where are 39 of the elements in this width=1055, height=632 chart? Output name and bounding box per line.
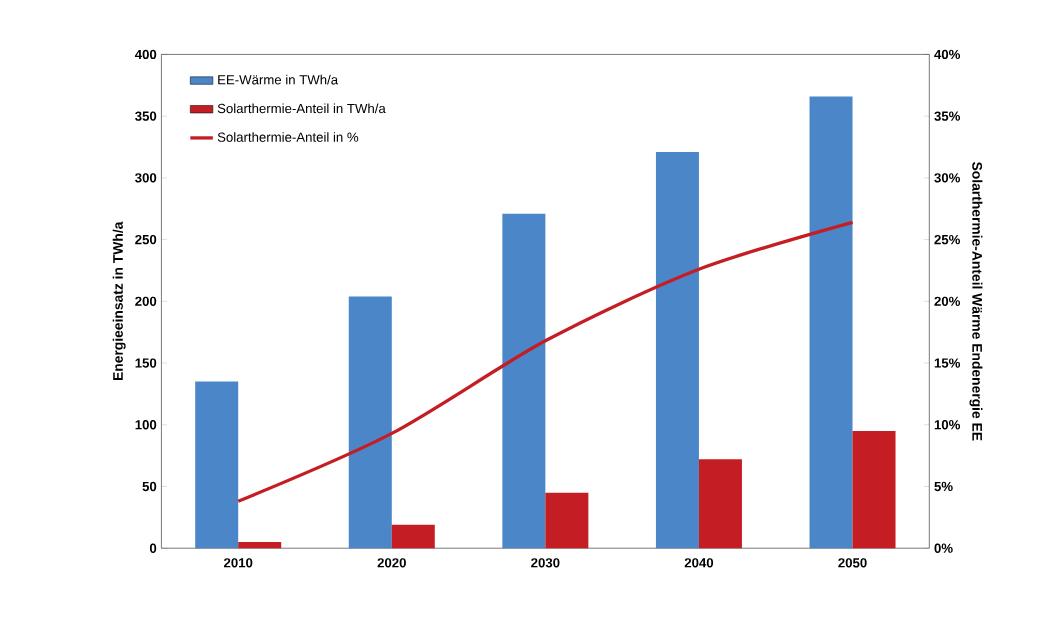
legend-label: Solarthermie-Anteil in TWh/a [217, 103, 386, 113]
y-tick-label: 100 [135, 419, 157, 430]
y-tick-label: 300 [135, 173, 157, 183]
y-tick-label: 50 [142, 481, 157, 491]
line-series [236, 220, 855, 503]
bar [348, 296, 392, 549]
y-tick-label: 250 [135, 234, 157, 245]
x-tick-label: 2050 [838, 558, 867, 568]
legend-label: Solarthermie-Anteil in % [217, 132, 359, 142]
x-tick-label: 2010 [223, 558, 253, 568]
y2-tick-label: 30% [934, 173, 961, 183]
bar [502, 213, 546, 549]
bar [391, 524, 435, 549]
x-tick-label: 2020 [377, 558, 406, 568]
bar [809, 96, 853, 549]
bar [238, 541, 282, 549]
bar [698, 459, 742, 549]
bar [655, 151, 699, 549]
y-tick-label: 400 [134, 49, 157, 59]
y-tick-label: 150 [135, 358, 157, 368]
y-tick-label: 200 [135, 296, 157, 306]
y2-tick-label: 35% [934, 111, 961, 121]
y2-tick-label: 25% [934, 234, 961, 245]
bar [545, 492, 589, 549]
y2-tick-label: 10% [934, 419, 961, 430]
y-axis-title: Energieeinsatz in TWh/a [112, 221, 126, 380]
y-tick-label: 350 [135, 111, 157, 121]
legend-label: EE-Wärme in TWh/a [218, 74, 339, 85]
y2-tick-label: 40% [934, 49, 961, 59]
x-tick-label: 2030 [531, 558, 560, 568]
bar [852, 430, 896, 549]
x-tick-label: 2040 [684, 558, 714, 568]
y-tick-label: 0 [149, 543, 157, 553]
y2-tick-label: 0% [934, 543, 953, 553]
y2-tick-label: 5% [934, 481, 953, 491]
y2-axis-title: Solarthermie-Anteil Wärme Endenergie EE [969, 161, 983, 441]
bar [195, 381, 239, 549]
y2-tick-label: 20% [934, 296, 961, 306]
y2-tick-label: 15% [934, 358, 961, 368]
